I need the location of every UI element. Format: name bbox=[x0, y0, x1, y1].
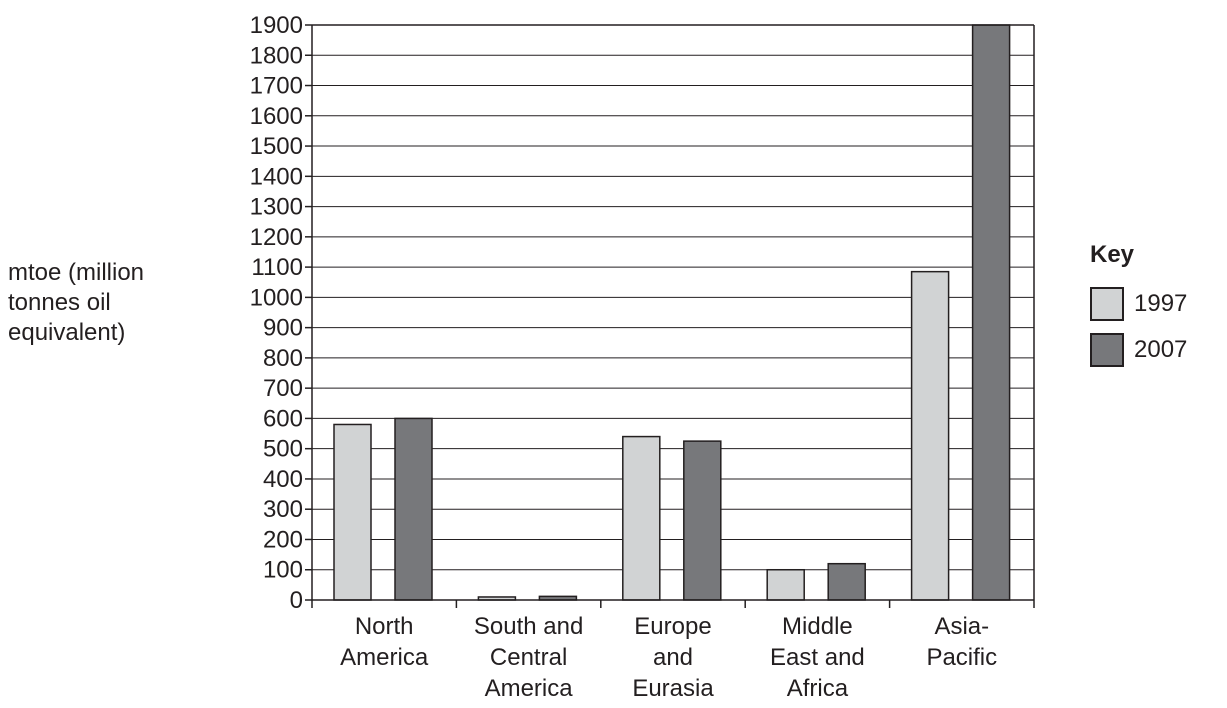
y-tick-label: 0 bbox=[290, 587, 303, 614]
x-tick-label: Asia-Pacific bbox=[926, 613, 997, 671]
y-tick-label: 1400 bbox=[250, 163, 303, 190]
bar-1997-4 bbox=[910, 270, 950, 601]
y-tick-label: 400 bbox=[263, 466, 303, 493]
legend-swatch-2007 bbox=[1090, 333, 1124, 367]
y-tick-label: 800 bbox=[263, 345, 303, 372]
y-tick-label: 1500 bbox=[250, 133, 303, 160]
legend-label-1997: 1997 bbox=[1134, 290, 1188, 317]
y-tick-label: 1100 bbox=[251, 254, 303, 281]
y-tick-label: 1700 bbox=[250, 73, 303, 100]
y-tick-label: 500 bbox=[263, 436, 303, 463]
x-tick-label: South and Central America bbox=[474, 613, 583, 702]
bars bbox=[333, 24, 1011, 601]
axes bbox=[305, 24, 1035, 608]
y-tick-label: 1600 bbox=[250, 103, 303, 130]
y-axis-label-line: mtoe (million bbox=[8, 259, 145, 286]
y-tick-label: 600 bbox=[263, 405, 303, 432]
legend-item-2007: 2007 bbox=[1090, 330, 1187, 370]
y-tick-label: 900 bbox=[263, 315, 303, 342]
bar-2007-0 bbox=[394, 417, 433, 601]
x-tick-label: North America bbox=[340, 613, 429, 671]
y-tick-label: 1900 bbox=[250, 12, 303, 39]
y-tick-label: 200 bbox=[263, 526, 303, 553]
bar-2007-3 bbox=[827, 562, 866, 601]
y-tick-label: 100 bbox=[263, 557, 303, 584]
legend: Key 1997 2007 bbox=[1090, 240, 1187, 376]
y-tick-label: 1000 bbox=[250, 284, 303, 311]
bar-1997-3 bbox=[766, 568, 805, 601]
bar-1997-0 bbox=[333, 423, 372, 601]
x-tick-labels: North America South and Central America Europ… bbox=[340, 613, 997, 702]
legend-title: Key bbox=[1090, 241, 1135, 268]
bar-2007-4 bbox=[971, 24, 1011, 601]
y-tick-label: 1300 bbox=[250, 194, 303, 221]
y-tick-label: 1200 bbox=[250, 224, 303, 251]
legend-swatch-1997 bbox=[1090, 287, 1124, 321]
y-tick-label: 1800 bbox=[250, 42, 303, 69]
y-axis-label-line: tonnes oil bbox=[8, 289, 111, 316]
bar-1997-2 bbox=[622, 435, 661, 601]
x-tick-label: Europe and Eurasia bbox=[632, 613, 714, 702]
x-tick-label: Middle East and Africa bbox=[770, 613, 865, 702]
bar-2007-2 bbox=[683, 440, 722, 601]
legend-item-1997: 1997 bbox=[1090, 284, 1187, 324]
y-tick-label: 300 bbox=[263, 496, 303, 523]
y-axis-label: mtoe (million tonnes oil equivalent) bbox=[8, 258, 198, 348]
y-tick-label: 700 bbox=[263, 375, 303, 402]
y-axis-label-line: equivalent) bbox=[8, 319, 126, 346]
y-tick-labels: 0 100 200 300 400 500 600 700 800 900 1000 1100 1200… bbox=[250, 12, 303, 614]
legend-label-2007: 2007 bbox=[1134, 336, 1188, 363]
